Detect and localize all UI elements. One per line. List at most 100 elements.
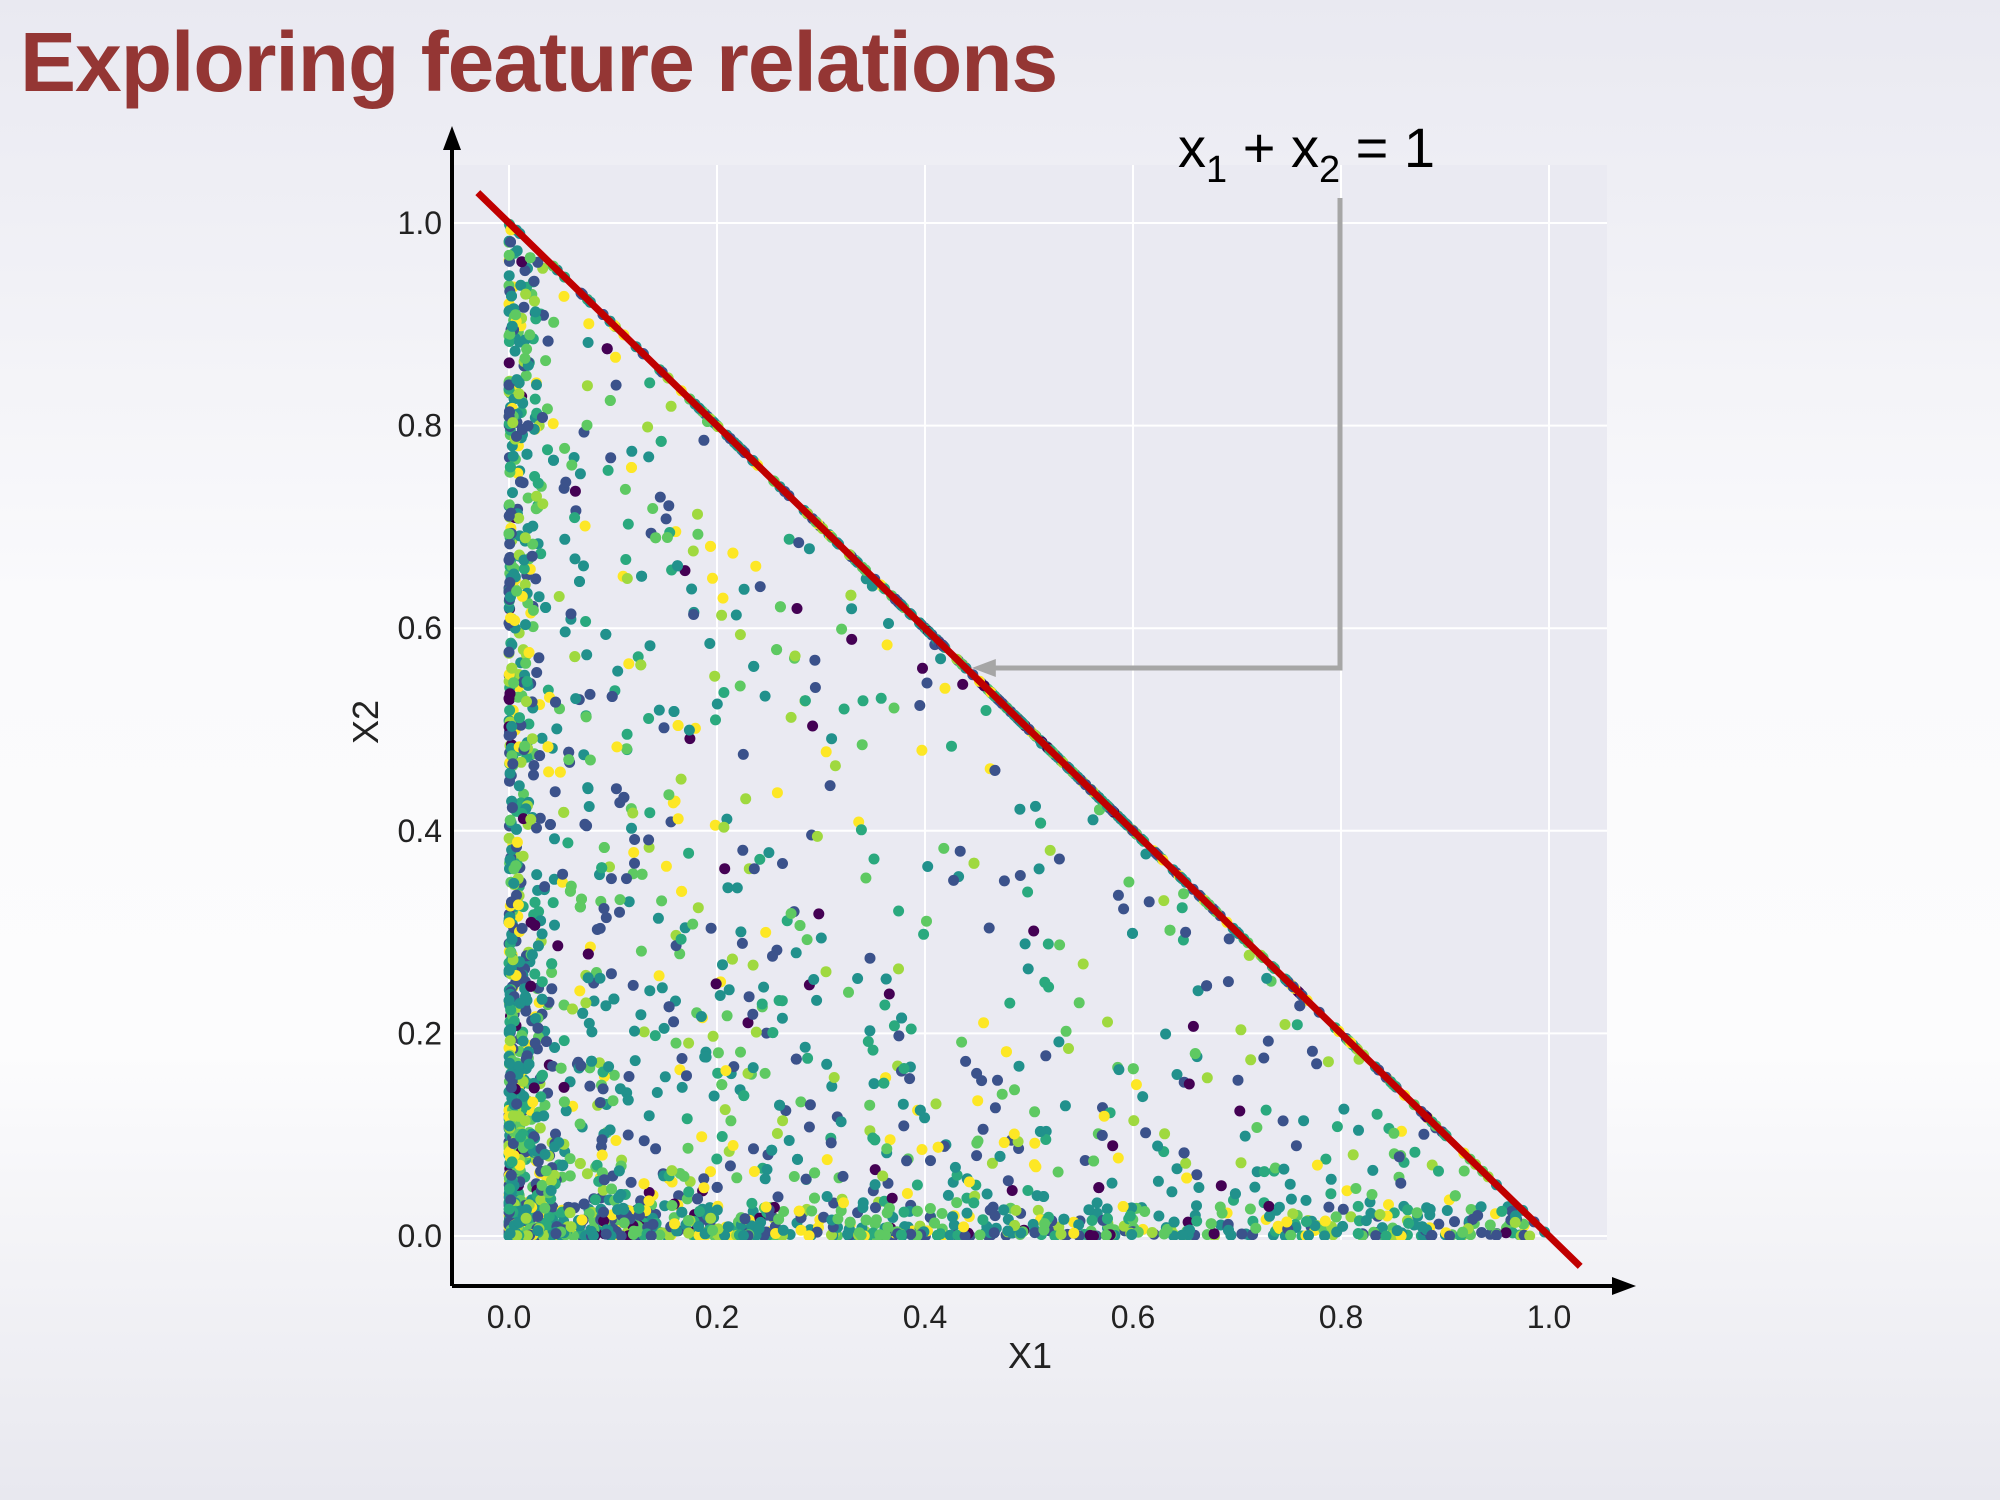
data-point [1374, 1209, 1386, 1220]
data-point [901, 1188, 913, 1199]
data-point [580, 616, 592, 627]
data-point [1118, 903, 1130, 915]
data-point [1311, 1159, 1323, 1171]
data-point [531, 869, 543, 881]
data-point [838, 703, 850, 715]
data-point [559, 626, 571, 638]
data-point [645, 1230, 657, 1240]
data-point [868, 1078, 880, 1090]
data-point [1273, 1201, 1285, 1213]
data-point [655, 435, 667, 447]
data-point [522, 420, 534, 432]
data-point [623, 658, 635, 670]
data-point [1087, 814, 1099, 826]
data-point [643, 834, 655, 846]
data-point [1236, 1228, 1248, 1240]
data-point [1285, 1193, 1297, 1205]
data-point [868, 853, 880, 865]
data-point [738, 1090, 750, 1102]
data-point [683, 847, 695, 859]
data-point [793, 537, 805, 549]
data-point [539, 1148, 551, 1160]
data-point [525, 813, 537, 825]
data-point [566, 1003, 578, 1015]
data-point [524, 329, 536, 341]
data-point [683, 1037, 695, 1049]
data-point [510, 860, 522, 872]
data-point [557, 868, 569, 880]
data-point [678, 1170, 690, 1182]
data-point [811, 830, 823, 842]
data-point [611, 741, 623, 753]
data-point [803, 1121, 815, 1133]
data-point [1193, 1182, 1205, 1193]
data-point [734, 680, 746, 692]
data-point [1441, 1205, 1453, 1216]
data-point [740, 793, 752, 805]
data-point [1159, 1128, 1171, 1140]
data-point [1053, 853, 1065, 865]
data-point [1393, 1151, 1405, 1163]
data-point [870, 1214, 882, 1226]
data-point [1250, 1222, 1262, 1234]
data-point [825, 1137, 837, 1149]
data-point [1058, 1213, 1070, 1225]
data-point [774, 601, 786, 613]
data-point [548, 316, 560, 328]
data-point [1457, 1226, 1469, 1238]
data-point [1068, 1227, 1080, 1239]
data-point [528, 760, 540, 771]
data-point [550, 1128, 561, 1140]
data-point [626, 822, 637, 834]
data-point [1244, 1203, 1256, 1215]
data-point [504, 688, 516, 700]
data-point [529, 295, 540, 307]
data-point [767, 950, 778, 962]
data-point [901, 1155, 913, 1167]
data-point [503, 357, 515, 369]
data-point [542, 741, 554, 753]
data-point [846, 633, 858, 645]
data-point [638, 1135, 650, 1147]
data-point [519, 265, 531, 277]
data-point [559, 442, 571, 454]
data-point [621, 573, 633, 584]
data-point [838, 1197, 849, 1209]
data-point [504, 461, 516, 473]
data-point [893, 963, 904, 975]
data-point [580, 711, 592, 723]
data-point [580, 997, 592, 1009]
data-point [661, 532, 673, 543]
data-point [864, 1025, 876, 1037]
data-point [628, 847, 640, 858]
data-point [737, 1230, 749, 1240]
data-point [783, 1135, 795, 1146]
data-point [559, 533, 571, 545]
data-point [692, 1193, 703, 1205]
data-point [642, 421, 654, 433]
data-point [877, 1170, 889, 1182]
data-point [1044, 844, 1056, 856]
data-point [542, 335, 554, 347]
data-point [1214, 1201, 1226, 1213]
data-point [759, 1067, 771, 1079]
data-point [540, 1036, 552, 1047]
data-point [554, 766, 566, 778]
data-point [1416, 1221, 1428, 1233]
data-point [881, 639, 893, 651]
data-point [1337, 1220, 1349, 1232]
data-point [1088, 1230, 1100, 1240]
data-point [717, 592, 729, 604]
data-point [598, 903, 610, 914]
data-point [574, 1158, 586, 1169]
data-point [525, 980, 537, 992]
data-point [643, 451, 655, 463]
data-point [686, 583, 698, 595]
data-point [683, 1227, 695, 1239]
data-point [1168, 1216, 1180, 1228]
data-point [747, 1008, 759, 1020]
data-point [505, 612, 516, 624]
data-point [1409, 1146, 1421, 1158]
data-point [635, 659, 647, 671]
data-point [1073, 1219, 1085, 1231]
